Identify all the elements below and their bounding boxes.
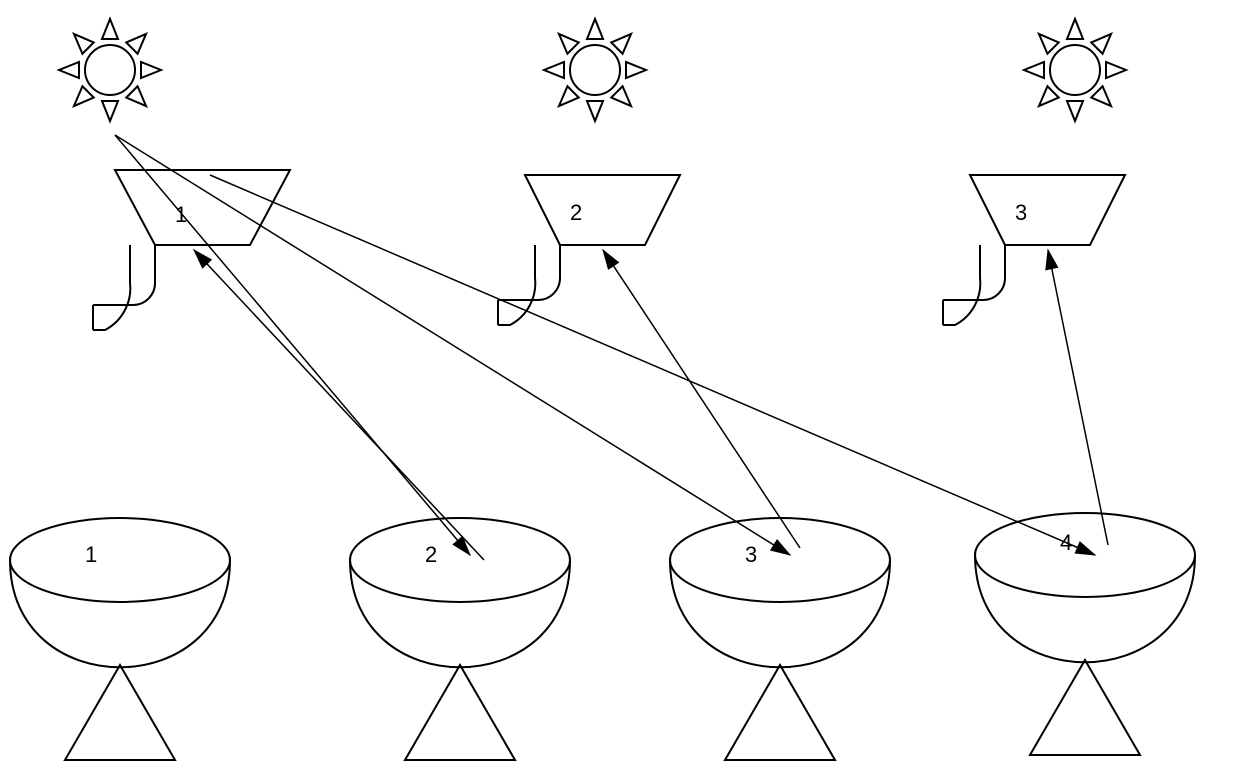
diagram-canvas [0, 0, 1239, 769]
receiver-label: 1 [175, 202, 187, 228]
reflector [670, 518, 890, 760]
reflector-label: 2 [425, 542, 437, 568]
sun-icon [1024, 19, 1126, 121]
ray-arrow [194, 250, 484, 560]
receiver-label: 2 [570, 200, 582, 226]
reflector-label: 1 [85, 542, 97, 568]
reflector [975, 513, 1195, 755]
ray-arrow [115, 135, 470, 555]
reflector-label: 3 [745, 542, 757, 568]
reflector [10, 518, 230, 760]
sun-icon [544, 19, 646, 121]
ray-arrow [603, 250, 800, 548]
reflector [350, 518, 570, 760]
receiver [498, 175, 680, 325]
sun-icon [59, 19, 161, 121]
reflector-label: 4 [1060, 530, 1072, 556]
receiver [943, 175, 1125, 325]
ray-arrow [1048, 250, 1108, 545]
ray-arrow [115, 135, 790, 555]
receiver-label: 3 [1015, 200, 1027, 226]
